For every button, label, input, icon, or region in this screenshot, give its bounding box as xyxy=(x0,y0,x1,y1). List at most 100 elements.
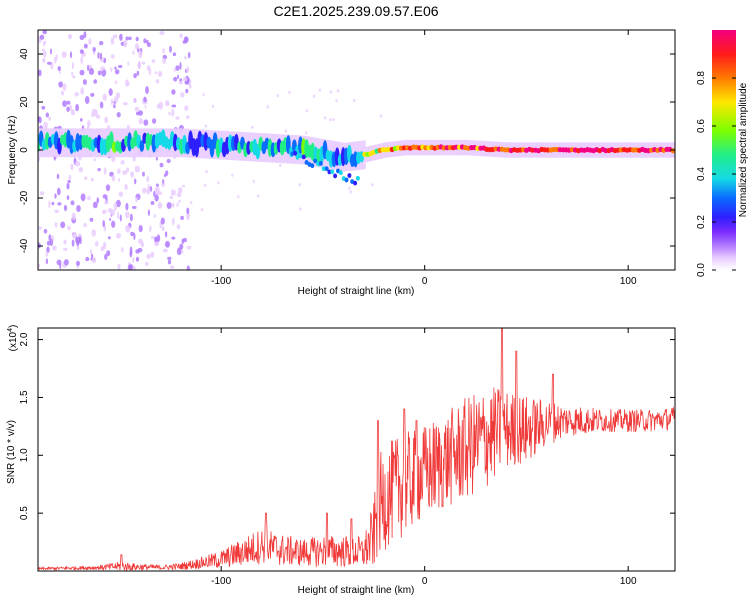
noise-speck xyxy=(105,184,111,192)
noise-speck xyxy=(117,263,121,270)
noise-speck xyxy=(126,167,130,173)
noise-speck xyxy=(62,100,67,107)
noise-speck xyxy=(136,70,140,76)
noise-speck xyxy=(108,236,111,240)
noise-speck xyxy=(185,115,190,119)
noise-speck xyxy=(183,76,188,83)
noise-speck xyxy=(102,220,105,227)
noise-speck xyxy=(348,186,351,190)
colorbar-tick-label: 0.4 xyxy=(696,167,707,181)
snr-y-multiplier-exp: 4 xyxy=(7,328,14,332)
noise-speck xyxy=(138,118,143,125)
noise-speck xyxy=(85,256,90,262)
colorbar-tick-label: 0.0 xyxy=(696,263,707,277)
snr-series-line xyxy=(38,328,675,571)
noise-speck xyxy=(68,33,72,40)
ridge-tail-cell xyxy=(338,170,343,176)
noise-speck xyxy=(121,247,124,253)
noise-speck xyxy=(158,191,162,195)
noise-speck xyxy=(324,116,327,120)
noise-speck xyxy=(171,89,176,95)
noise-speck xyxy=(56,187,61,196)
spectrogram-y-tick-label: 0 xyxy=(19,147,30,153)
noise-speck xyxy=(143,38,147,44)
noise-speck xyxy=(186,207,190,215)
noise-speck xyxy=(129,250,133,258)
noise-speck xyxy=(116,112,121,118)
noise-speck xyxy=(171,188,174,197)
noise-speck xyxy=(145,86,149,95)
noise-speck xyxy=(68,174,72,181)
noise-speck xyxy=(99,40,104,46)
noise-speck xyxy=(298,183,301,187)
noise-speck xyxy=(336,89,340,93)
noise-speck xyxy=(329,118,332,122)
noise-speck xyxy=(349,190,352,194)
noise-speck xyxy=(90,177,94,182)
noise-speck xyxy=(48,234,52,241)
noise-speck xyxy=(130,231,135,237)
noise-speck xyxy=(90,92,95,97)
noise-speck xyxy=(51,201,55,206)
noise-speck xyxy=(156,104,161,109)
noise-speck xyxy=(200,208,204,212)
noise-speck xyxy=(62,83,67,91)
colorbar: 0.0 0.2 0.4 0.6 0.8 Normalized spectral ampl… xyxy=(696,30,749,277)
noise-speck xyxy=(131,206,137,209)
ridge-tail-cell xyxy=(321,166,326,172)
noise-speck xyxy=(41,105,46,110)
noise-speck xyxy=(313,94,316,98)
noise-speck xyxy=(43,40,47,45)
noise-speck xyxy=(180,92,185,98)
noise-speck xyxy=(42,57,46,63)
noise-speck xyxy=(80,193,86,202)
noise-speck xyxy=(305,131,308,135)
ridge-tail-cell xyxy=(324,166,329,172)
noise-speck xyxy=(178,199,181,203)
noise-speck xyxy=(175,65,180,71)
noise-speck xyxy=(182,186,185,193)
noise-speck xyxy=(115,199,121,208)
noise-speck xyxy=(76,239,80,247)
noise-speck xyxy=(110,67,113,72)
noise-speck xyxy=(132,257,135,263)
noise-speck xyxy=(118,191,124,197)
noise-speck xyxy=(127,264,133,270)
ridge-tail-cell xyxy=(296,153,301,159)
spectrogram-y-tick-label: -20 xyxy=(19,190,30,205)
ridge-tail-cell xyxy=(355,175,360,181)
noise-speck xyxy=(146,253,151,259)
noise-speck xyxy=(82,79,87,85)
noise-speck xyxy=(176,247,182,256)
noise-speck xyxy=(153,190,156,197)
snr-panel: -100 0 100 0.5 1.0 1.5 2.0 Height of straight … xyxy=(6,325,676,596)
noise-speck xyxy=(154,236,157,243)
noise-speck xyxy=(75,160,81,167)
noise-speck xyxy=(205,170,208,174)
noise-speck xyxy=(132,50,135,55)
noise-speck xyxy=(189,84,192,89)
noise-speck xyxy=(266,105,269,109)
noise-speck xyxy=(176,192,182,198)
noise-speck xyxy=(186,265,190,270)
noise-speck xyxy=(181,238,185,244)
spectrogram-x-tick-label: 100 xyxy=(620,276,637,287)
ridge-tail-cell xyxy=(347,173,352,178)
noise-speck xyxy=(102,209,106,214)
ridge-tail-cell xyxy=(293,150,298,156)
noise-speck xyxy=(56,173,60,180)
noise-speck xyxy=(127,61,130,66)
noise-speck xyxy=(47,61,52,65)
noise-speck xyxy=(99,52,103,60)
snr-frame xyxy=(37,327,676,572)
ridge-tail-cell xyxy=(327,169,332,175)
noise-speck xyxy=(134,43,140,50)
noise-speck xyxy=(203,183,207,187)
noise-speck xyxy=(148,68,152,76)
noise-speck xyxy=(155,156,158,161)
noise-speck xyxy=(43,50,47,58)
noise-speck xyxy=(74,92,79,97)
noise-speck xyxy=(83,31,87,39)
noise-speck xyxy=(154,241,160,247)
noise-speck xyxy=(61,51,67,58)
